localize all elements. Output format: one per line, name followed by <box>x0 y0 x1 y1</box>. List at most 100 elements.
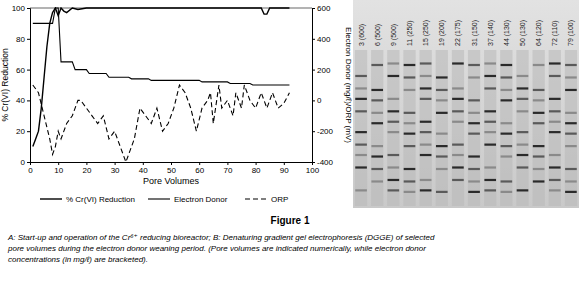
gel-lane <box>533 50 545 206</box>
gel-band <box>436 76 448 78</box>
tick: -200 <box>312 127 334 136</box>
legend-swatch <box>245 198 267 199</box>
gel-band <box>404 76 416 78</box>
gel-band <box>468 122 480 124</box>
gel-band <box>517 75 529 77</box>
gel-band <box>420 121 432 123</box>
gel-band <box>371 99 383 101</box>
gel-band <box>420 98 432 100</box>
gel-band <box>501 99 513 101</box>
gel-band <box>517 98 529 100</box>
caption-line: A: Start-up and operation of the Cr⁶⁺ re… <box>7 233 435 242</box>
gel-band <box>484 87 496 89</box>
y-axis-title: % Cr(VI) Reduction <box>0 48 10 121</box>
gel-band <box>501 191 513 193</box>
gel-band <box>468 76 480 78</box>
gel-band <box>404 133 416 135</box>
tick-mark <box>58 162 59 165</box>
figure: 0102030405060708090100020406080100-400-2… <box>0 0 580 298</box>
tick-mark <box>27 100 30 101</box>
tick: 200 <box>312 66 331 75</box>
tick-mark <box>312 39 315 40</box>
lane-label: 6 (500) <box>374 24 382 46</box>
gel-band <box>549 62 561 64</box>
tick-label: 40 <box>16 96 25 105</box>
gel-band <box>501 64 513 66</box>
tick-label: 20 <box>16 127 25 136</box>
gel-band <box>436 99 448 101</box>
gel-band <box>436 191 448 193</box>
tick: 80 <box>16 35 30 44</box>
x-axis-title: Pore Volumes <box>143 176 200 186</box>
gel-band <box>533 180 545 182</box>
gel-band <box>565 133 577 135</box>
y2-axis: -400-2000200400600 <box>312 4 334 167</box>
tick-mark <box>227 162 228 165</box>
tick: 40 <box>16 96 30 105</box>
lane-label: 22 (175) <box>454 20 462 46</box>
gel-band <box>355 87 367 89</box>
gel-band <box>484 144 496 146</box>
gel-band <box>468 155 480 157</box>
gel-band <box>420 75 432 77</box>
gel-band <box>517 189 529 191</box>
gel-lane <box>549 50 561 206</box>
gel-band <box>549 75 561 77</box>
gel-band <box>452 144 464 146</box>
gel-band <box>420 189 432 191</box>
tick-label: -200 <box>317 127 334 136</box>
gel-lane <box>355 50 367 206</box>
tick: 20 <box>82 162 91 175</box>
legend-item: ORP <box>245 195 288 204</box>
tick-label: 80 <box>16 35 25 44</box>
lane-label: 3 (600) <box>358 24 366 46</box>
gel-band <box>355 189 367 191</box>
gel-band <box>549 98 561 100</box>
gel-band <box>468 180 480 182</box>
gel-band <box>565 191 577 193</box>
lane-label: 64 (120) <box>535 20 543 46</box>
gel-band <box>388 166 400 168</box>
legend-swatch <box>40 198 62 199</box>
gel-band <box>388 75 400 77</box>
lane-label: 37 (140) <box>487 20 495 46</box>
tick-label: 50 <box>167 166 176 175</box>
gel-band <box>549 131 561 133</box>
gel-band <box>420 144 432 146</box>
gel-band <box>404 112 416 114</box>
lane-label: 44 (130) <box>503 20 511 46</box>
gel-lane <box>403 50 415 206</box>
gel-band <box>404 191 416 193</box>
tick-mark <box>27 162 30 163</box>
gel-lane <box>436 50 448 206</box>
gel-band <box>452 154 464 156</box>
gel-band <box>452 62 464 64</box>
gel-band <box>549 166 561 168</box>
gel-band <box>517 87 529 89</box>
y-axis: 020406080100 <box>12 4 31 167</box>
gel-band <box>420 62 432 64</box>
gel-band <box>565 168 577 170</box>
gel-band <box>388 62 400 64</box>
gel-band <box>484 62 496 64</box>
gel-band <box>371 168 383 170</box>
gel-band <box>549 121 561 123</box>
gel-band <box>404 145 416 147</box>
tick: 0 <box>21 158 30 167</box>
tick: 80 <box>252 162 261 175</box>
gel-band <box>484 131 496 133</box>
gel-band <box>549 154 561 156</box>
gel-band <box>517 144 529 146</box>
gel-band <box>355 166 367 168</box>
gel-band <box>404 180 416 182</box>
tick-label: 30 <box>111 166 120 175</box>
gel-band <box>468 64 480 66</box>
gel-band <box>517 166 529 168</box>
gel-band <box>484 121 496 123</box>
gel-band <box>452 98 464 100</box>
tick-label: -400 <box>317 158 334 167</box>
gel-band <box>549 110 561 112</box>
lane-label: 72 (110) <box>551 20 559 46</box>
lane-label: 9 (500) <box>390 24 398 46</box>
tick-label: 90 <box>280 166 289 175</box>
